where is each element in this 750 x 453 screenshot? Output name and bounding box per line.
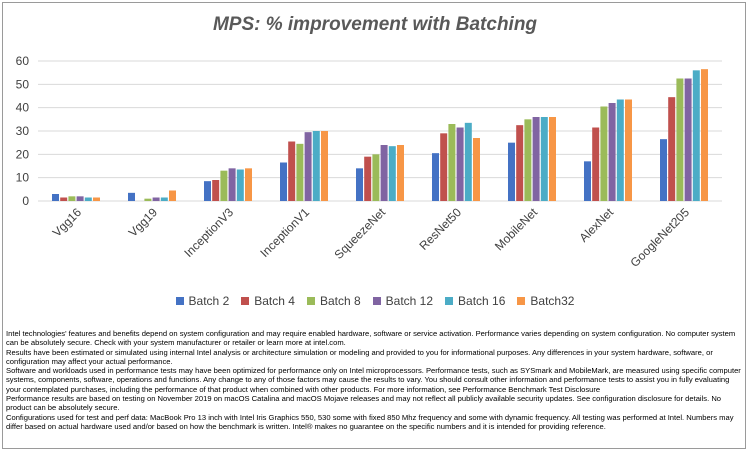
bar (280, 162, 287, 201)
bar (372, 154, 380, 201)
bar (204, 181, 211, 201)
x-tick-label: SqueezeNet (332, 205, 389, 262)
note-paragraph: Software and workloads used in performan… (6, 366, 741, 394)
bar (540, 117, 548, 201)
x-tick-label: MobileNet (492, 205, 541, 254)
bar (93, 197, 100, 201)
legend-swatch (241, 297, 250, 305)
bar (68, 196, 76, 201)
bar (448, 124, 456, 201)
bar (676, 78, 684, 201)
bar (169, 190, 176, 201)
bar (549, 117, 556, 201)
legend-item: Batch 16 (445, 294, 505, 308)
legend-swatch (175, 297, 184, 305)
bar (321, 131, 328, 201)
bar (684, 78, 692, 201)
legend-swatch (372, 297, 381, 305)
legend-label: Batch 2 (188, 294, 230, 308)
bar (584, 161, 591, 201)
y-tick-label: 10 (16, 171, 30, 185)
x-tick-label: GoogleNet205 (627, 205, 692, 270)
bar (692, 70, 700, 201)
bar (464, 122, 472, 201)
legend-item: Batch 12 (372, 294, 434, 308)
x-tick-label: InceptionV3 (181, 205, 236, 260)
y-tick-label: 40 (16, 101, 30, 115)
x-tick-label: Vgg16 (50, 205, 85, 240)
legend-swatch (445, 297, 454, 305)
bar (524, 119, 532, 201)
bar (84, 197, 92, 201)
x-tick-label: ResNet50 (416, 205, 464, 253)
legend-label: Batch 16 (458, 294, 506, 308)
y-tick-label: 0 (22, 194, 29, 208)
x-tick-label: AlexNet (577, 205, 617, 245)
legend-item: Batch32 (517, 294, 574, 308)
bar (516, 125, 524, 201)
chart-title: MPS: % improvement with Batching (212, 14, 538, 35)
legend-item: Batch 2 (175, 294, 230, 308)
y-tick-label: 60 (16, 54, 30, 68)
x-tick-label: Vgg19 (126, 205, 161, 240)
bar (456, 127, 464, 201)
bar (380, 145, 388, 201)
bar (668, 97, 676, 201)
y-tick-label: 50 (16, 77, 30, 91)
bar (152, 197, 160, 201)
bar (356, 168, 363, 201)
legend-item: Batch 8 (306, 294, 361, 308)
legend-label: Batch 8 (319, 294, 361, 308)
bar (212, 180, 220, 201)
bar (236, 169, 244, 201)
bar (296, 143, 304, 201)
disclaimer-notes: Intel technologies' features and benefit… (6, 329, 744, 431)
bar (397, 145, 404, 201)
bar (304, 132, 312, 201)
legend-swatch (517, 297, 526, 305)
bar (625, 99, 632, 201)
y-tick-label: 20 (16, 147, 30, 161)
chart-frame (2, 2, 746, 449)
y-tick-label: 30 (16, 124, 30, 138)
x-tick-label: InceptionV1 (257, 205, 312, 260)
bar (473, 138, 480, 201)
bar (228, 168, 236, 201)
note-paragraph: Results have been estimated or simulated… (6, 347, 713, 366)
bar (288, 141, 296, 201)
bar (600, 106, 608, 201)
chart-legend: Batch 2 Batch 4 Batch 8 Batch 12 Batch 16 Bat… (0, 294, 750, 308)
bar (388, 146, 396, 201)
bar (616, 99, 624, 201)
bar (76, 196, 84, 201)
bar (144, 198, 152, 201)
note-paragraph: Configurations used for test and perf da… (6, 412, 734, 431)
bar (220, 170, 228, 201)
bar (660, 139, 667, 201)
legend-label: Batch 4 (254, 294, 295, 308)
legend-label: Batch32 (530, 294, 575, 308)
bar (160, 197, 168, 201)
bar (440, 133, 448, 201)
bar (364, 156, 372, 201)
bar (128, 192, 135, 201)
legend-label: Batch 12 (385, 294, 434, 308)
bar (701, 69, 708, 202)
legend-item: Batch 4 (241, 294, 295, 308)
bar (532, 117, 540, 201)
bar (52, 194, 59, 201)
bar (592, 127, 600, 201)
bar (245, 168, 252, 201)
legend-swatch (306, 297, 315, 305)
bar (312, 131, 320, 201)
bar (60, 197, 68, 201)
bar (508, 142, 515, 201)
bar (608, 103, 616, 201)
note-paragraph: Intel technologies' features and benefit… (6, 329, 736, 348)
note-paragraph: Performance results are based on testing… (6, 394, 722, 413)
bar (432, 153, 439, 201)
